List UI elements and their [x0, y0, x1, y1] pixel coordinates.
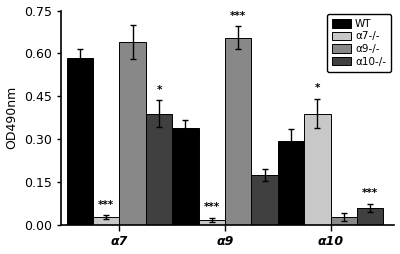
Bar	[357, 208, 383, 225]
Bar	[93, 217, 120, 225]
Legend: WT, α7-/-, α9-/-, α10-/-: WT, α7-/-, α9-/-, α10-/-	[327, 14, 391, 72]
Bar	[172, 128, 199, 225]
Text: ***: ***	[98, 200, 114, 210]
Bar	[304, 114, 330, 225]
Text: *: *	[315, 84, 320, 93]
Bar	[225, 38, 252, 225]
Bar	[120, 42, 146, 225]
Text: ***: ***	[204, 202, 220, 212]
Text: ***: ***	[362, 188, 378, 198]
Text: ***: ***	[230, 11, 246, 21]
Bar	[146, 114, 172, 225]
Bar	[252, 175, 278, 225]
Y-axis label: OD490nm: OD490nm	[6, 86, 18, 149]
Bar	[199, 220, 225, 225]
Text: *: *	[156, 85, 162, 95]
Bar	[330, 217, 357, 225]
Bar	[278, 141, 304, 225]
Bar	[67, 58, 93, 225]
